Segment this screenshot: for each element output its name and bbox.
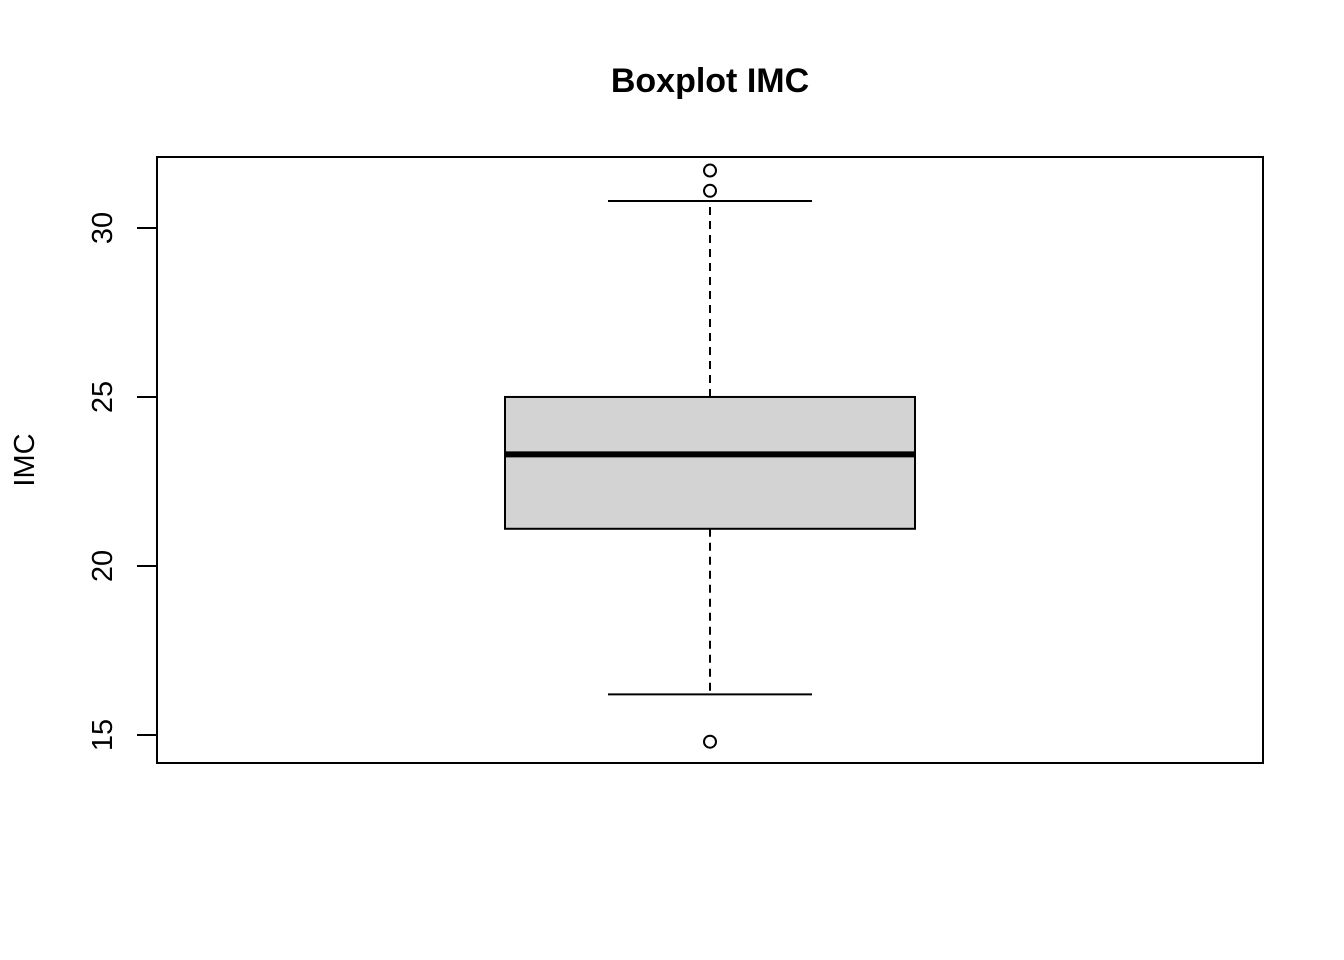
- y-tick-label: 30: [87, 212, 119, 244]
- y-tick-label: 20: [87, 550, 119, 582]
- chart-title: Boxplot IMC: [611, 62, 809, 100]
- outlier-point: [703, 183, 717, 198]
- y-tick-label: 25: [87, 381, 119, 413]
- y-axis: 15 20 25 30: [87, 212, 158, 751]
- outlier-point: [703, 163, 717, 178]
- interquartile-box: [504, 395, 916, 530]
- y-axis-label: IMC: [9, 433, 41, 486]
- y-tick-label: 15: [87, 719, 119, 751]
- box-plot: [504, 163, 916, 749]
- outlier-point: [703, 734, 717, 749]
